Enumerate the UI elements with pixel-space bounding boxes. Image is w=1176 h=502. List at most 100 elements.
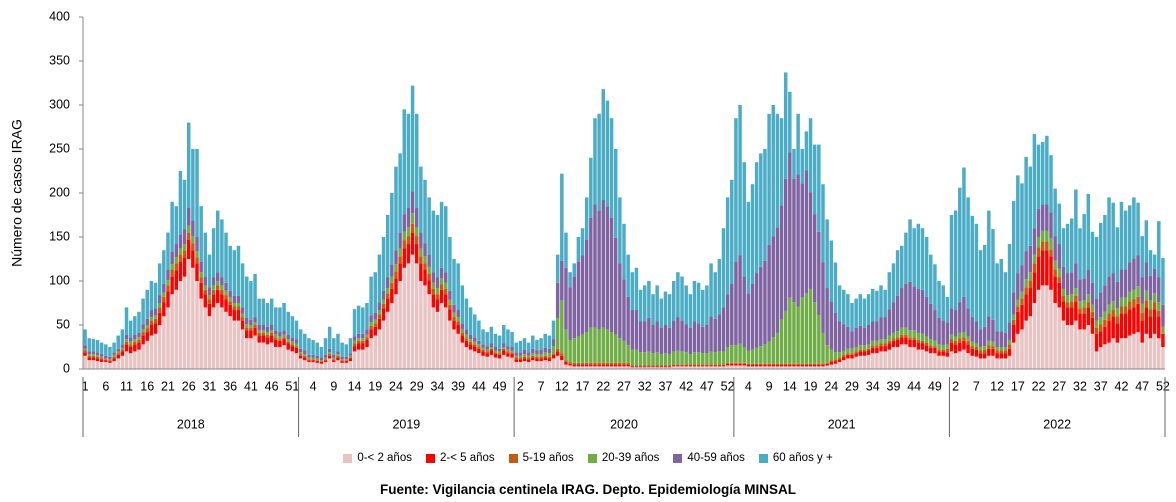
bar-segment — [1099, 331, 1103, 347]
bar-segment — [945, 344, 950, 349]
bar-segment — [858, 349, 863, 352]
bar-segment — [808, 192, 813, 289]
bar-segment — [912, 228, 916, 287]
bar-segment — [584, 366, 589, 369]
bar-segment — [783, 178, 788, 311]
bar-segment — [116, 351, 120, 354]
bar-segment — [145, 340, 149, 369]
bar-segment — [166, 307, 170, 369]
bar-segment — [1074, 263, 1078, 289]
legend-item: 5-19 años — [508, 452, 574, 464]
bar-segment — [531, 355, 535, 358]
bar-segment — [991, 341, 995, 347]
bar-segment — [754, 347, 759, 364]
bar-segment — [99, 358, 104, 360]
bar-segment — [701, 366, 705, 369]
bar-segment — [294, 347, 299, 354]
bar-segment — [800, 364, 805, 367]
bar-segment — [618, 362, 622, 365]
bar-segment — [153, 333, 158, 369]
bar-segment — [141, 332, 145, 336]
legend-item: 2-< 5 años — [425, 452, 495, 464]
bar-segment — [684, 364, 688, 366]
bar-segment — [622, 279, 626, 341]
bar-segment — [605, 206, 610, 330]
bar-segment — [435, 215, 440, 278]
bar-segment — [348, 361, 353, 369]
bar-segment — [796, 113, 800, 175]
bar-segment — [929, 254, 933, 304]
bar-segment — [253, 327, 257, 336]
bar-segment — [224, 290, 228, 296]
y-tick-label: 100 — [49, 273, 70, 287]
bar-segment — [468, 349, 473, 369]
bar-segment — [493, 350, 498, 353]
bar-segment — [1148, 250, 1153, 276]
bar-segment — [555, 355, 560, 369]
bar-segment — [580, 366, 585, 369]
bar-segment — [87, 338, 91, 352]
bar-segment — [672, 320, 676, 352]
bar-segment — [1036, 247, 1041, 257]
bar-segment — [174, 289, 179, 369]
bar-segment — [767, 364, 771, 367]
bar-segment — [137, 311, 141, 333]
bar-segment — [170, 276, 174, 295]
bar-segment — [1053, 260, 1057, 270]
bar-segment — [978, 347, 983, 351]
bar-segment — [236, 295, 241, 303]
bar-segment — [510, 357, 514, 369]
bar-segment — [958, 187, 962, 303]
bar-segment — [622, 223, 626, 280]
bar-segment — [912, 337, 916, 340]
bar-segment — [1003, 332, 1008, 347]
bar-segment — [688, 327, 693, 355]
bar-segment — [676, 317, 680, 351]
bar-segment — [149, 320, 154, 325]
bar-segment — [311, 360, 315, 362]
bar-segment — [564, 361, 568, 365]
bar-segment — [750, 349, 755, 364]
bar-segment — [796, 306, 800, 364]
bar-segment — [982, 244, 987, 327]
y-tick-label: 150 — [49, 229, 70, 243]
bar-segment — [775, 363, 780, 365]
x-tick-label: 46 — [265, 379, 279, 393]
bar-segment — [825, 362, 829, 364]
bar-segment — [1132, 289, 1136, 300]
bar-segment — [282, 339, 286, 346]
bar-segment — [638, 352, 643, 366]
bar-segment — [423, 269, 427, 286]
bar-segment — [655, 321, 659, 353]
bar-segment — [522, 338, 527, 350]
bar-segment — [680, 366, 684, 369]
bar-segment — [945, 322, 950, 345]
bar-segment — [572, 364, 576, 367]
bar-segment — [738, 105, 742, 256]
y-tick-label: 200 — [49, 185, 70, 199]
bar-segment — [597, 364, 601, 367]
bar-segment — [833, 352, 838, 360]
bar-segment — [547, 356, 552, 359]
bar-segment — [518, 355, 523, 358]
bar-segment — [1069, 218, 1074, 273]
bar-segment — [124, 341, 129, 345]
bar-segment — [891, 332, 896, 339]
bar-segment — [220, 285, 224, 290]
bar-segment — [443, 272, 448, 283]
x-tick-label: 31 — [202, 379, 216, 393]
x-tick-label: 22 — [596, 379, 610, 393]
bar-segment — [91, 357, 96, 361]
legend-swatch — [587, 453, 597, 463]
bar-segment — [307, 360, 311, 362]
bar-segment — [236, 320, 241, 369]
bar-segment — [112, 358, 116, 362]
bar-segment — [1148, 275, 1153, 301]
bar-segment — [705, 364, 709, 366]
bar-segment — [448, 309, 452, 321]
bar-segment — [854, 351, 858, 354]
bar-segment — [535, 350, 539, 355]
bar-segment — [431, 294, 436, 308]
bar-segment — [912, 330, 916, 338]
bar-segment — [1136, 255, 1140, 287]
